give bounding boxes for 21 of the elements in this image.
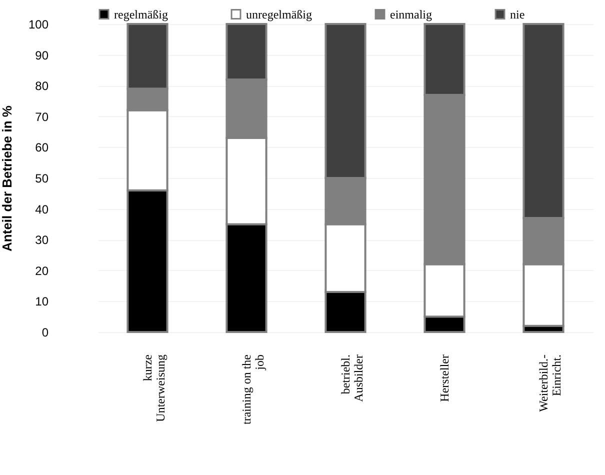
legend-label: unregelmäßig [246,7,312,22]
x-tick-label: training on the job [240,354,266,424]
y-tick-label: 40 [35,202,49,216]
legend-label: einmalig [390,7,432,22]
y-tick-label: 70 [35,110,49,124]
x-tick-label: betriebl. Ausbilder [338,354,366,402]
y-axis-title: Anteil der Betriebe in % [0,105,14,252]
x-tick-label: Hersteller [438,354,452,402]
legend-label: regelmäßig [114,7,168,22]
y-tick-label: 20 [35,264,49,278]
y-tick-label: 60 [35,140,49,155]
x-tick-label: Weiterbild.- Einricht. [536,354,564,412]
y-tick-label: 90 [35,48,49,62]
y-tick-label: 50 [35,172,49,186]
y-tick-label: 10 [35,294,49,309]
legend-label: nie [510,7,525,22]
y-tick-label: 0 [42,326,49,340]
y-tick-label: 30 [35,233,49,248]
y-tick-label: 80 [35,79,49,94]
y-tick-label: 100 [28,18,49,32]
x-tick-label: kurze Unterweisung [140,354,168,422]
